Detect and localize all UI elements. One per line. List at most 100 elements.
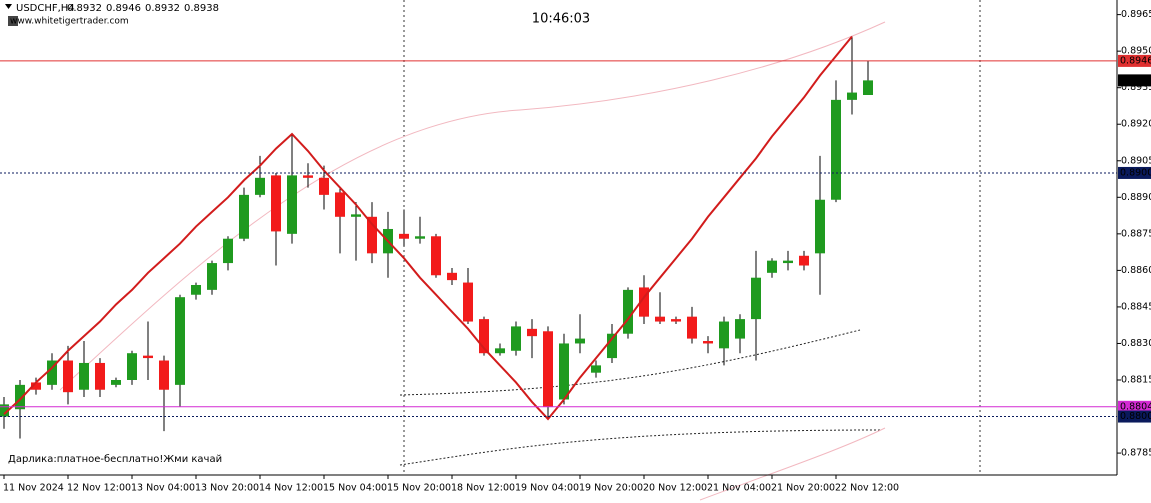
y-tick-label: 0.8920 (1121, 119, 1151, 130)
x-tick-label: 13 Nov 04:00 (131, 483, 195, 494)
x-tick-label: 21 Nov 04:00 (707, 483, 771, 494)
candle-body (47, 360, 57, 385)
candle-body (543, 331, 553, 407)
x-tick-label: 20 Nov 12:00 (643, 483, 707, 494)
candle-body (751, 277, 761, 320)
candle-body (0, 404, 9, 417)
price-label-box (1118, 166, 1151, 179)
candle-body (239, 194, 249, 239)
comment: Дарлика:платное-бесплатно!Жми качай (8, 454, 222, 465)
x-tick-label: 18 Nov 12:00 (451, 483, 515, 494)
y-tick-label: 0.8905 (1121, 155, 1151, 166)
y-tick-label: 0.8845 (1121, 301, 1151, 312)
header-low: 0.8932 (145, 3, 180, 14)
candle-body (479, 319, 489, 354)
price-label: 0.8938 (1120, 75, 1151, 86)
y-tick-label: 0.8860 (1121, 265, 1151, 276)
x-tick-label: 13 Nov 20:00 (195, 483, 259, 494)
candle-body (31, 382, 41, 390)
candle-body (367, 216, 377, 254)
candle-body (527, 328, 537, 337)
candle-body (607, 333, 617, 359)
candle-body (399, 233, 409, 239)
x-tick-label: 19 Nov 04:00 (515, 483, 579, 494)
price-label-box (1118, 400, 1151, 413)
x-tick-label: 19 Nov 20:00 (579, 483, 643, 494)
candle-body (111, 380, 121, 385)
candle-body (191, 285, 201, 295)
y-tick-label: 0.8875 (1121, 228, 1151, 239)
candle-body (431, 236, 441, 276)
candle-body (303, 175, 313, 178)
price-label: 0.8804 (1120, 401, 1151, 412)
candle-body (255, 177, 265, 195)
candle-body (783, 260, 793, 264)
candle-body (671, 319, 681, 322)
x-tick-label: 14 Nov 12:00 (259, 483, 323, 494)
envelope-line (399, 329, 861, 396)
y-tick-label: 0.8950 (1121, 46, 1151, 57)
candle-body (511, 326, 521, 351)
candle-body (703, 341, 713, 344)
candle-body (495, 348, 505, 354)
candle-body (559, 343, 569, 400)
symbol: USDCHF,H4 (16, 3, 75, 14)
price-label: 0.8900 (1120, 167, 1151, 178)
price-label-box (1118, 74, 1151, 87)
candle-body (159, 360, 169, 390)
price-label-box (1118, 410, 1151, 423)
candle-body (79, 362, 89, 390)
x-tick-label: 15 Nov 20:00 (387, 483, 451, 494)
candle-body (95, 362, 105, 390)
candle-body (127, 353, 137, 380)
candle-body (447, 272, 457, 281)
y-tick-label: 0.8890 (1121, 192, 1151, 203)
candle-body (351, 214, 361, 217)
x-tick-label: 12 Nov 12:00 (67, 483, 131, 494)
menu-icon (5, 4, 12, 9)
website: www.whitetigertrader.com (10, 17, 129, 27)
candle-body (815, 199, 825, 254)
envelope-line (399, 429, 881, 466)
clock: 10:46:03 (532, 12, 590, 27)
candle-body (767, 260, 777, 273)
candle-body (15, 384, 25, 410)
envelope-line (59, 21, 886, 391)
candle-body (623, 289, 633, 334)
candle-body (847, 92, 857, 100)
candle-body (719, 321, 729, 349)
candle-body (415, 236, 425, 239)
header-open: 0.8932 (67, 3, 102, 14)
y-tick-label: 0.8830 (1121, 338, 1151, 349)
candle-body (175, 297, 185, 385)
candle-body (335, 192, 345, 217)
candle-body (319, 177, 329, 195)
candle-body (143, 355, 153, 359)
y-tick-label: 0.8815 (1121, 375, 1151, 386)
candle-body (687, 316, 697, 339)
candle-body (591, 365, 601, 373)
candle-body (863, 80, 873, 95)
candle-body (271, 175, 281, 232)
price-label: 0.8946 (1120, 55, 1151, 66)
candle-body (207, 263, 217, 290)
candle-body (287, 175, 297, 234)
candle-body (799, 255, 809, 266)
y-tick-label: 0.8785 (1121, 448, 1151, 459)
price-label-box (1118, 54, 1151, 67)
x-tick-label: 11 Nov 2024 (3, 483, 64, 494)
candle-body (831, 99, 841, 200)
plot-area (0, 35, 873, 439)
header-high: 0.8946 (106, 3, 141, 14)
candle-body (63, 360, 73, 393)
candle-body (639, 287, 649, 317)
candle-body (655, 316, 665, 322)
price-label: 0.8800 (1120, 411, 1151, 422)
header-close: 0.8938 (184, 3, 219, 14)
candle-body (575, 338, 585, 344)
candle-body (223, 238, 233, 264)
y-tick-label: 0.8965 (1121, 9, 1151, 20)
candle-body (463, 282, 473, 322)
